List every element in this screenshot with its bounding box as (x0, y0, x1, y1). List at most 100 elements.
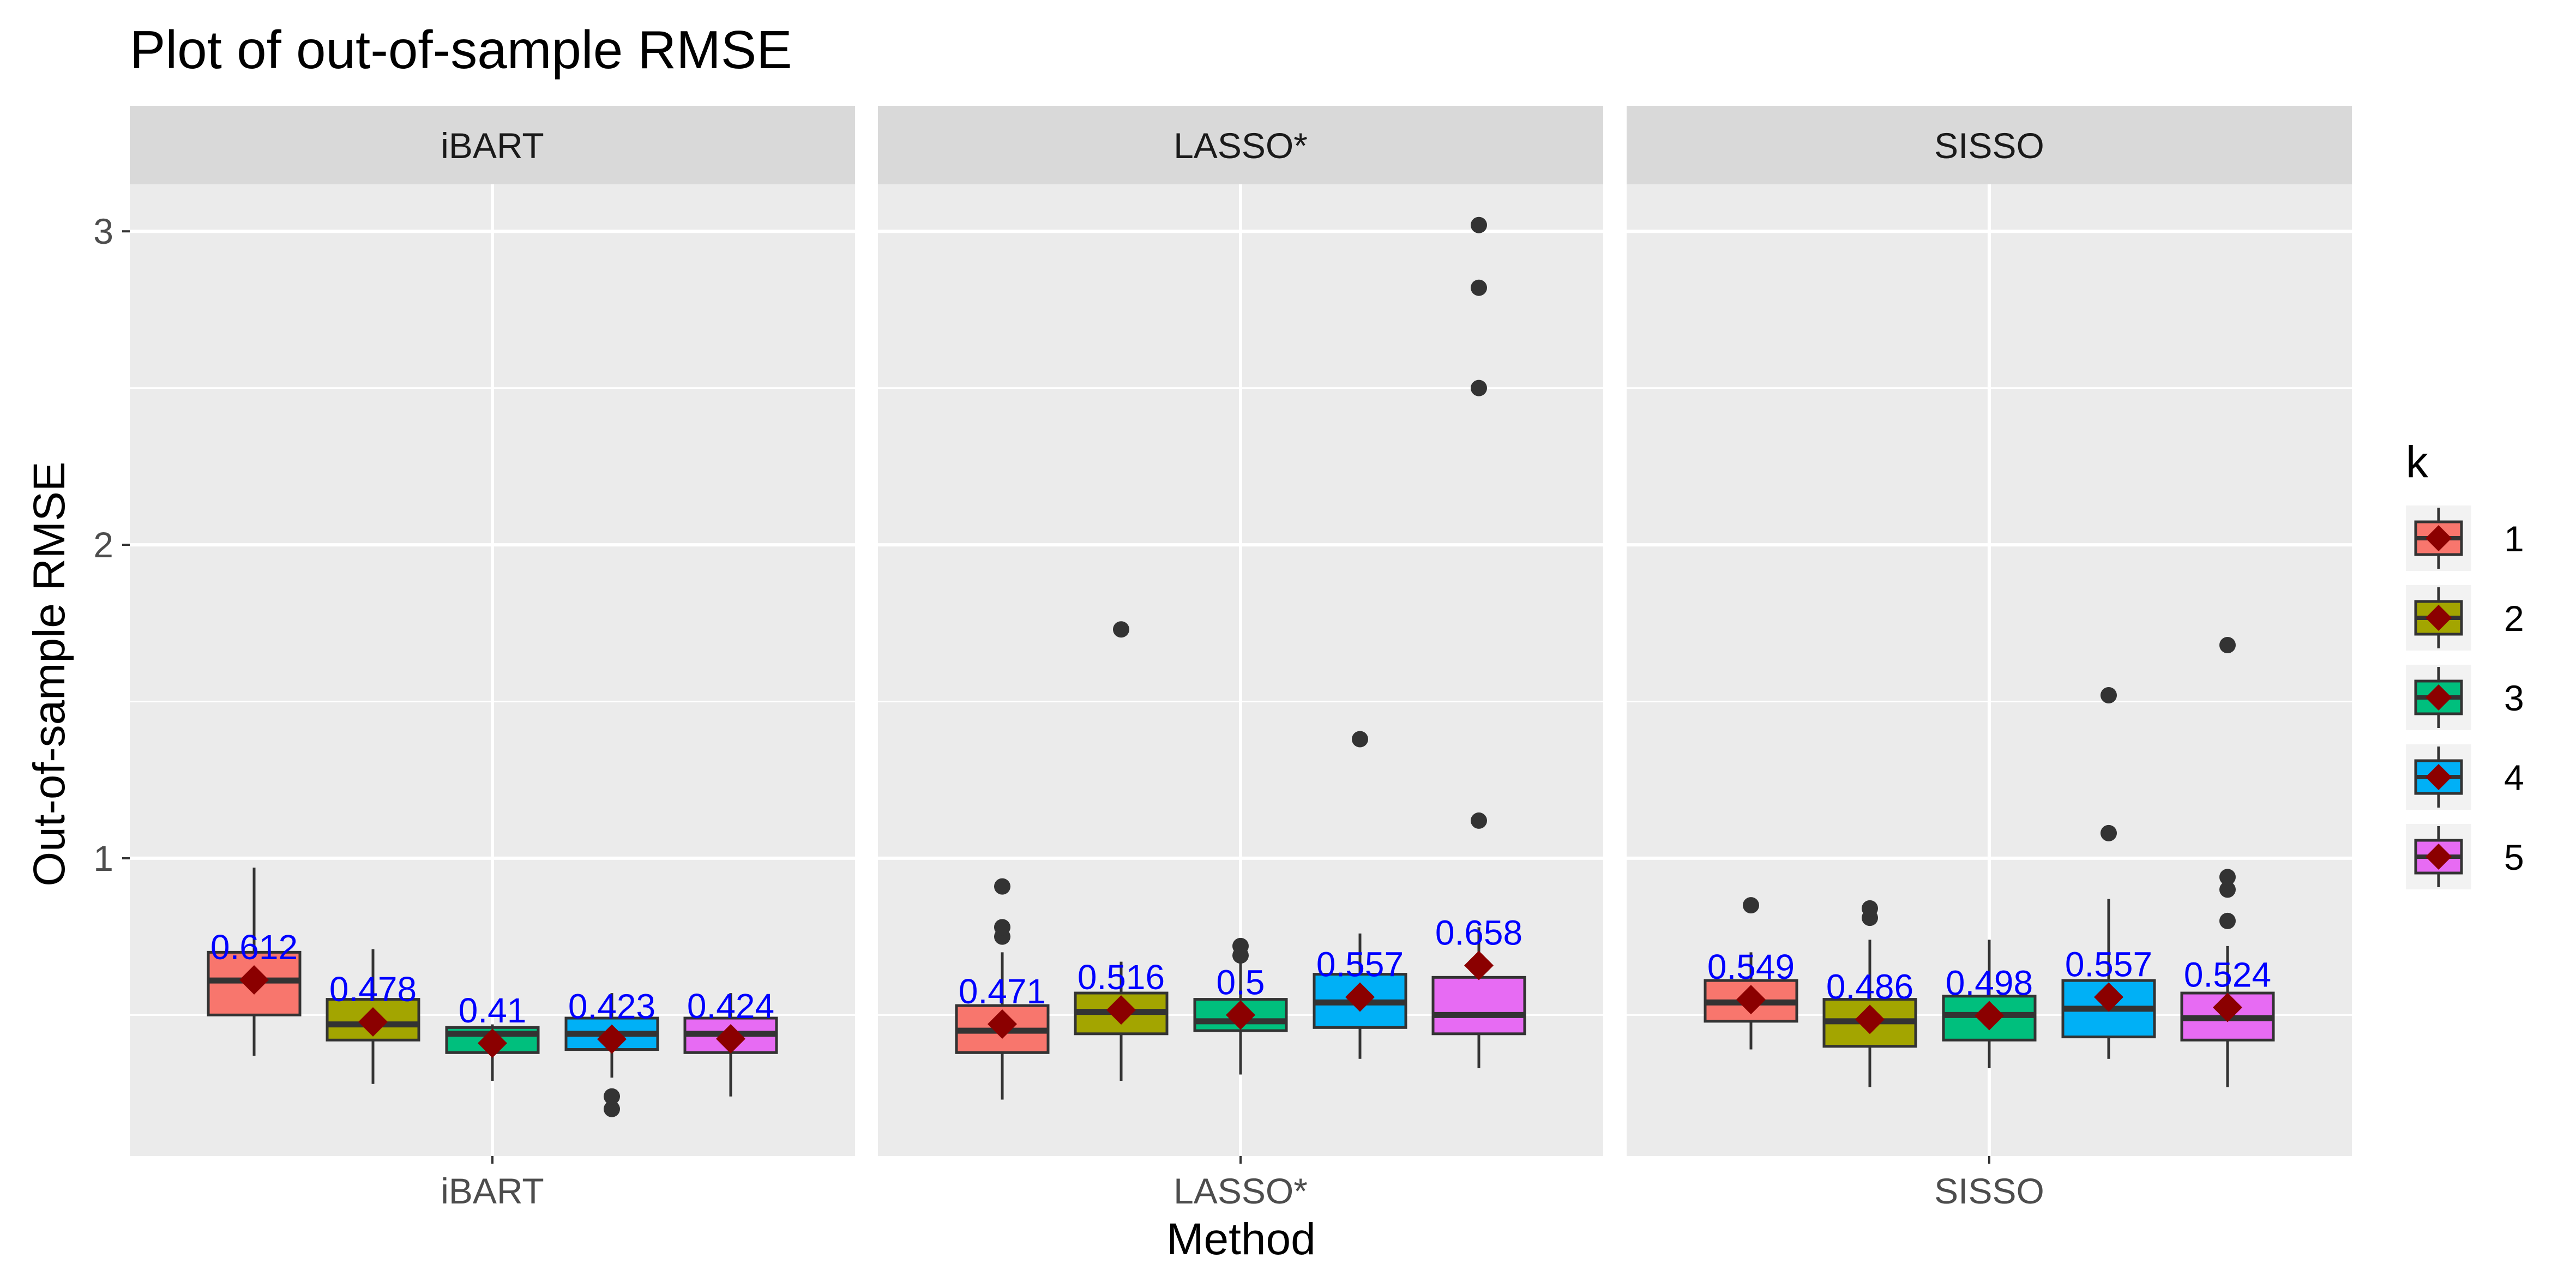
mean-label: 0.424 (687, 986, 774, 1026)
mean-label: 0.549 (1707, 947, 1795, 986)
mean-label: 0.524 (2184, 955, 2271, 995)
box-k2: 0.478 (326, 949, 420, 1084)
mean-marker (358, 1007, 388, 1037)
box-k3: 0.498 (1942, 940, 2037, 1069)
box-k3: 0.5 (1193, 937, 1288, 1075)
box-k2: 0.516 (1074, 621, 1169, 1081)
mean-marker (478, 1028, 507, 1058)
mean-label: 0.498 (1946, 963, 2033, 1002)
outlier-point (2100, 824, 2117, 841)
outlier-point (2219, 637, 2236, 654)
mean-label: 0.658 (1435, 913, 1522, 952)
outlier-point (2219, 912, 2236, 929)
legend-entry-label: 4 (2504, 757, 2524, 798)
outlier-point (1743, 897, 1759, 914)
outlier-point (1471, 380, 1487, 396)
outlier-point (2219, 869, 2236, 886)
facet-strip (878, 106, 1603, 184)
legend: k 1 2 3 4 5 (2406, 437, 2524, 889)
outlier-point (2219, 881, 2236, 898)
facet-strip (1627, 106, 2352, 184)
mean-marker (988, 1009, 1017, 1039)
legend-entry-3: 3 (2406, 665, 2524, 730)
box-k1: 0.471 (955, 878, 1050, 1100)
mean-label: 0.557 (1316, 945, 1404, 984)
y-tick-label: 2 (93, 525, 113, 565)
y-tick-label: 1 (93, 838, 113, 878)
legend-entry-1: 1 (2406, 505, 2524, 571)
outlier-point (2100, 687, 2117, 703)
y-axis: 1 2 3 (93, 211, 130, 878)
legend-entry-5: 5 (2406, 824, 2524, 889)
box-k5: 0.524 (2180, 637, 2275, 1087)
x-tick-label: iBART (441, 1171, 544, 1211)
facet-strip-label: SISSO (1934, 125, 2044, 166)
box-k1: 0.612 (207, 868, 302, 1056)
box-iqr (1431, 976, 1526, 1036)
x-tick-label: LASSO* (1173, 1171, 1308, 1211)
panel-sisso: SISSO 0.549 0.486 0.498 0.557 0.524 (1627, 106, 2352, 1156)
legend-entry-4: 4 (2406, 744, 2524, 810)
mean-label: 0.612 (210, 928, 298, 967)
box-k5: 0.658 (1431, 216, 1526, 1069)
mean-marker (1345, 982, 1375, 1012)
box-k4: 0.557 (2061, 687, 2156, 1059)
y-axis-title: Out-of-sample RMSE (25, 461, 74, 886)
outlier-point (1113, 621, 1129, 638)
box-k4: 0.557 (1313, 731, 1407, 1059)
mean-marker (1736, 985, 1766, 1015)
legend-key-mean-marker (2425, 525, 2452, 551)
panel-lasso: LASSO* 0.471 0.516 0.5 0.557 0.658 (878, 106, 1603, 1156)
facet-strip (130, 106, 855, 184)
outlier-point (1352, 731, 1368, 748)
legend-entry-label: 2 (2504, 598, 2524, 639)
mean-label: 0.478 (329, 970, 417, 1009)
mean-marker (1226, 1000, 1255, 1030)
legend-title: k (2406, 437, 2429, 487)
x-tick-label: SISSO (1934, 1171, 2044, 1211)
x-axis: iBART LASSO* SISSO (441, 1156, 2044, 1211)
outlier-point (994, 878, 1010, 895)
mean-label: 0.471 (959, 972, 1046, 1011)
mean-label: 0.516 (1078, 958, 1165, 997)
mean-label: 0.557 (2065, 945, 2152, 984)
x-axis-title: Method (1166, 1214, 1316, 1264)
outlier-point (994, 919, 1010, 936)
y-tick-label: 3 (93, 211, 113, 251)
legend-entry-label: 5 (2504, 837, 2524, 877)
outlier-point (1471, 216, 1487, 233)
mean-marker (2213, 992, 2242, 1022)
outlier-point (604, 1088, 620, 1105)
mean-label: 0.423 (568, 987, 655, 1026)
box-k2: 0.486 (1822, 900, 1917, 1087)
panel-ibart: iBART 0.612 0.478 0.41 0.423 0.424 (130, 106, 855, 1156)
mean-marker (1106, 995, 1136, 1025)
legend-entry-2: 2 (2406, 585, 2524, 651)
mean-marker (1975, 1001, 2004, 1031)
legend-key-mean-marker (2425, 684, 2452, 711)
mean-label: 0.41 (459, 991, 527, 1030)
outlier-point (604, 1100, 620, 1117)
mean-marker (2094, 982, 2123, 1012)
outlier-point (1232, 937, 1249, 954)
facet-strip-label: LASSO* (1173, 125, 1308, 166)
mean-marker (597, 1024, 627, 1054)
facet-panels: iBART 0.612 0.478 0.41 0.423 0.424 LASSO* 0.471… (130, 106, 2352, 1156)
box-k1: 0.549 (1704, 897, 1798, 1050)
box-k5: 0.424 (683, 986, 778, 1097)
box-k4: 0.423 (564, 987, 659, 1117)
legend-key-mean-marker (2425, 605, 2452, 631)
mean-marker (1464, 950, 1494, 980)
legend-entry-label: 3 (2504, 678, 2524, 718)
mean-label: 0.486 (1826, 967, 1913, 1006)
legend-key-mean-marker (2425, 764, 2452, 790)
legend-key-mean-marker (2425, 844, 2452, 870)
outlier-point (1862, 900, 1878, 917)
outlier-point (1471, 279, 1487, 296)
mean-marker (239, 965, 269, 995)
box-k3: 0.41 (445, 991, 540, 1081)
legend-entry-label: 1 (2504, 519, 2524, 559)
facet-strip-label: iBART (441, 125, 544, 166)
chart-title: Plot of out-of-sample RMSE (130, 20, 792, 80)
